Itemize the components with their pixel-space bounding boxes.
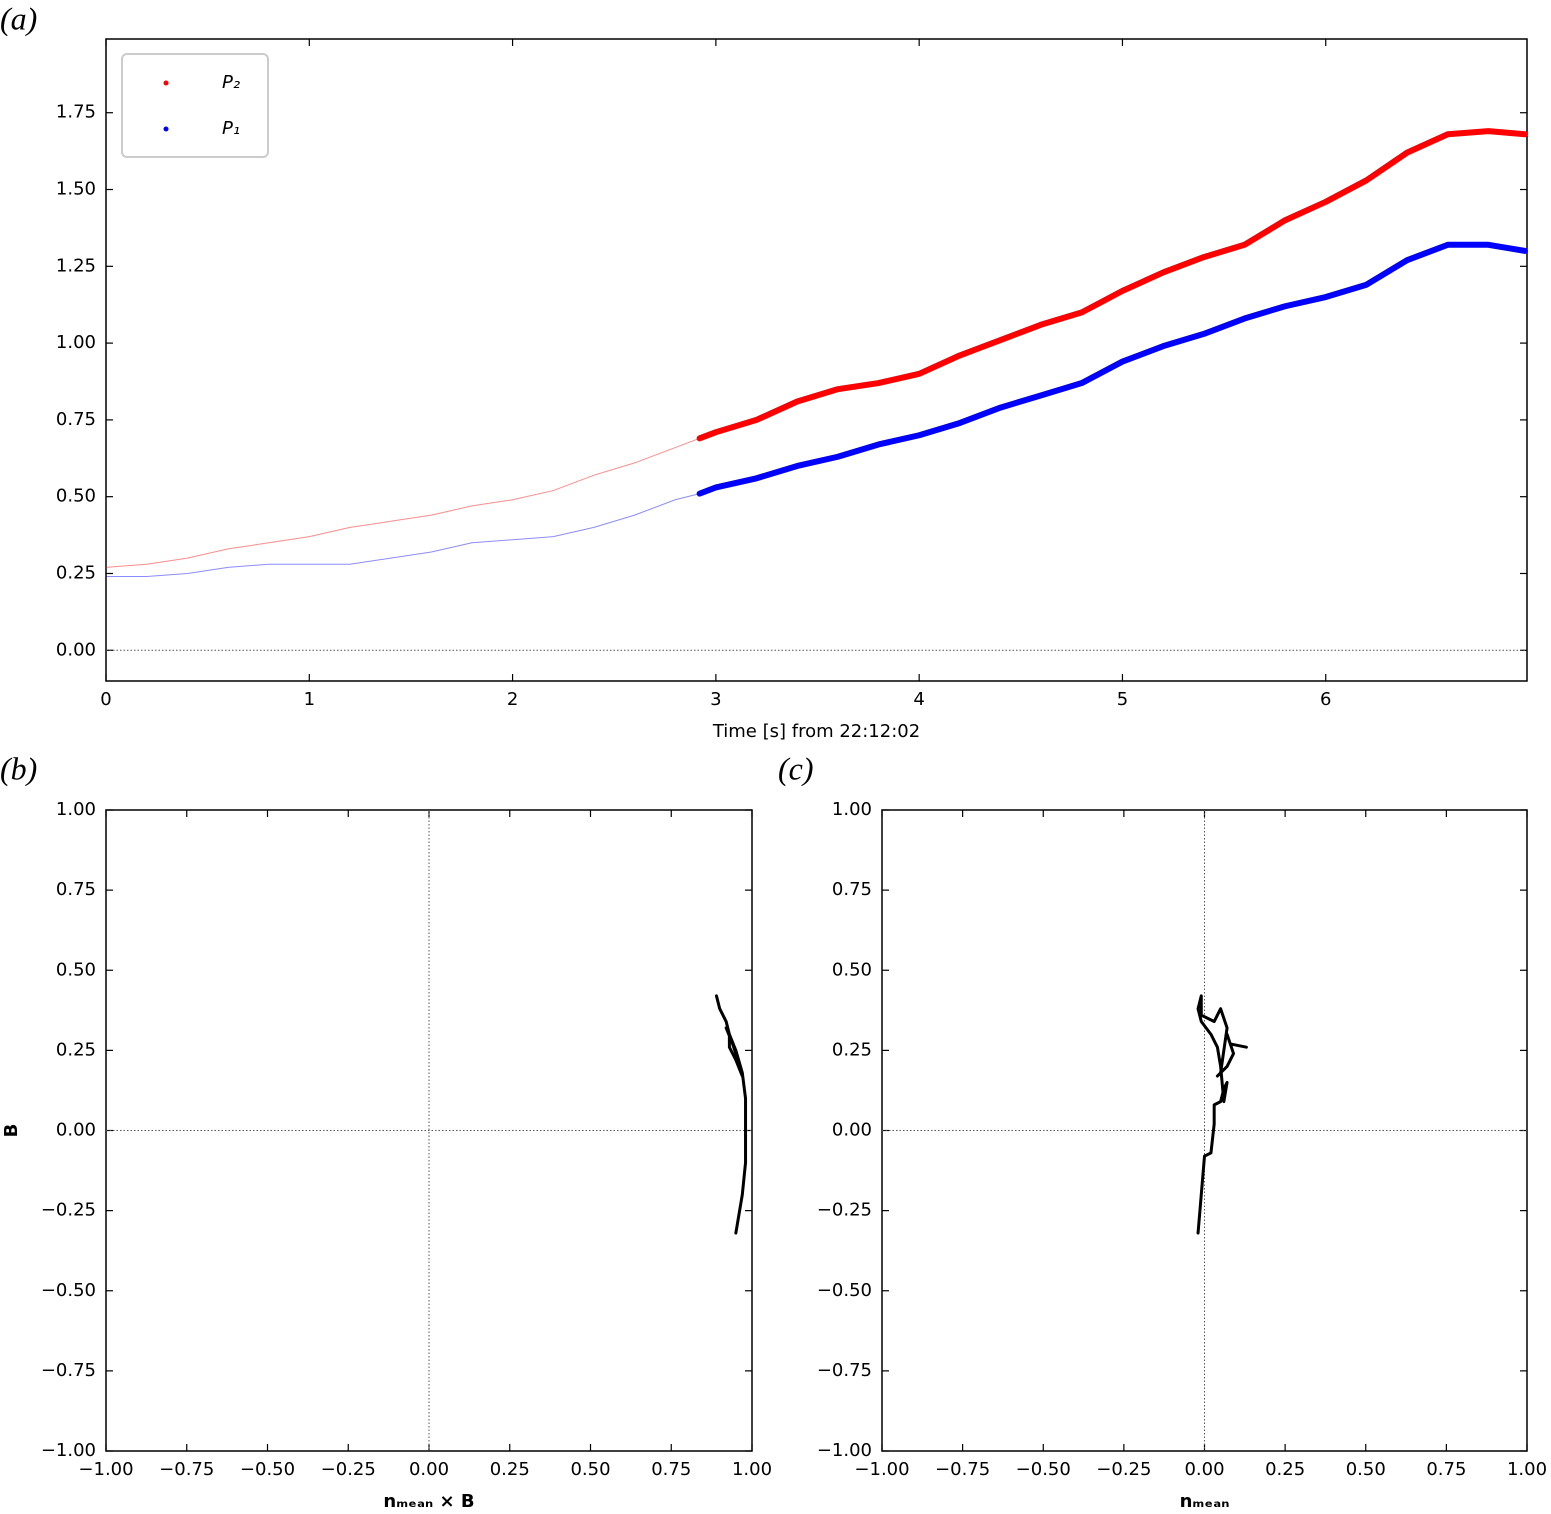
y-tick-label: −0.75 [817, 1360, 872, 1381]
y-tick-label: 0.50 [56, 486, 96, 507]
x-tick-label: 0.25 [490, 1459, 530, 1480]
plot-frame [105, 38, 1528, 682]
y-tick-label: 0.25 [832, 1039, 872, 1060]
x-tick-label: 1.00 [1507, 1459, 1547, 1480]
panel-label: (c) [778, 750, 814, 786]
y-tick-label: 1.00 [832, 799, 872, 820]
y-tick-label: 1.75 [56, 102, 96, 123]
x-tick-label: 0.75 [1426, 1459, 1466, 1480]
x-tick-label: 0 [100, 689, 111, 710]
y-tick-label: 1.00 [56, 799, 96, 820]
x-tick-label: −1.00 [78, 1459, 133, 1480]
x-tick-label: 6 [1320, 689, 1331, 710]
y-tick-label: 0.50 [832, 959, 872, 980]
legend-label: P₂ [222, 72, 240, 93]
y-tick-label: 0.75 [56, 409, 96, 430]
x-tick-label: 0.50 [570, 1459, 610, 1480]
x-tick-label: 3 [710, 689, 721, 710]
y-tick-label: 1.25 [56, 255, 96, 276]
x-tick-label: 5 [1117, 689, 1128, 710]
x-tick-label: 0.75 [651, 1459, 691, 1480]
y-tick-label: 0.75 [832, 879, 872, 900]
y-axis-label: B [1, 1124, 22, 1138]
x-tick-label: −0.50 [240, 1459, 295, 1480]
legend-marker [163, 126, 169, 132]
x-tick-label: 0.00 [1184, 1459, 1224, 1480]
y-tick-label: 0.00 [56, 1120, 96, 1141]
y-tick-label: 0.00 [832, 1120, 872, 1141]
y-tick-label: 1.00 [56, 332, 96, 353]
y-tick-label: 0.50 [56, 959, 96, 980]
x-tick-label: −0.75 [159, 1459, 214, 1480]
x-tick-label: 0.50 [1346, 1459, 1386, 1480]
x-axis-label: Time [s] from 22:12:02 [712, 721, 920, 742]
x-axis-label: nₘₑₐₙ × B [383, 1491, 474, 1512]
legend-label: P₁ [222, 118, 240, 139]
panel-label: (a) [0, 0, 37, 36]
y-tick-label: −0.75 [41, 1360, 96, 1381]
x-tick-label: 0.25 [1265, 1459, 1305, 1480]
y-tick-label: −1.00 [817, 1440, 872, 1461]
y-tick-label: −0.50 [41, 1280, 96, 1301]
y-tick-label: 0.25 [56, 1039, 96, 1060]
x-tick-label: 1 [304, 689, 315, 710]
panel-label: (b) [0, 750, 37, 786]
x-tick-label: −0.50 [1016, 1459, 1071, 1480]
x-tick-label: −0.25 [1096, 1459, 1151, 1480]
series-line [696, 128, 1528, 442]
y-tick-label: 0.00 [56, 639, 96, 660]
y-tick-label: −0.50 [817, 1280, 872, 1301]
x-tick-label: −0.25 [321, 1459, 376, 1480]
x-tick-label: −0.75 [935, 1459, 990, 1480]
x-tick-label: 1.00 [732, 1459, 772, 1480]
y-tick-label: −0.25 [817, 1200, 872, 1221]
y-tick-label: 0.25 [56, 562, 96, 583]
legend-marker [163, 80, 169, 86]
series-line-thin [105, 493, 701, 578]
x-tick-label: 2 [507, 689, 518, 710]
y-tick-label: −1.00 [41, 1440, 96, 1461]
series-line-thin [105, 437, 701, 568]
y-tick-label: 1.50 [56, 179, 96, 200]
series-line [696, 241, 1528, 497]
legend-box [121, 53, 269, 158]
trajectory-line [714, 994, 748, 1235]
y-tick-label: −0.25 [41, 1200, 96, 1221]
y-tick-label: 0.75 [56, 879, 96, 900]
x-axis-label: nₘₑₐₙ [1180, 1491, 1230, 1512]
trajectory-line [1196, 994, 1248, 1235]
x-tick-label: 0.00 [409, 1459, 449, 1480]
x-tick-label: −1.00 [854, 1459, 909, 1480]
x-tick-label: 4 [913, 689, 924, 710]
